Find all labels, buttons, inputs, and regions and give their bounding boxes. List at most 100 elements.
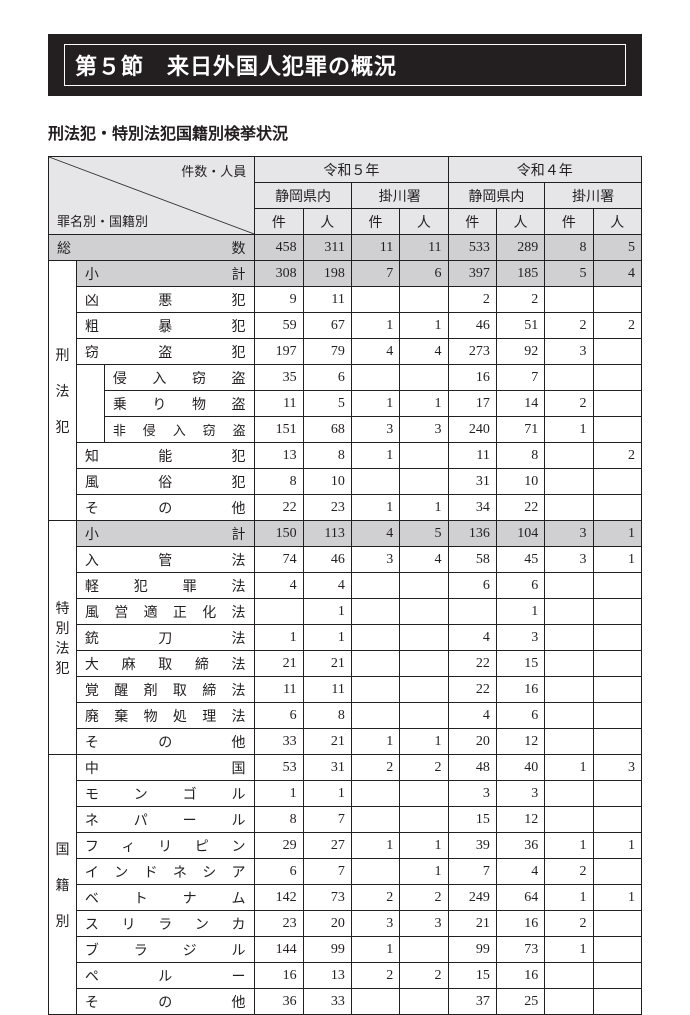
c (545, 495, 593, 521)
lbl: そ の 他 (76, 989, 254, 1015)
c (545, 781, 593, 807)
c: 4 (496, 859, 544, 885)
c (545, 469, 593, 495)
table-row: 軽 犯 罪 法4466 (49, 573, 642, 599)
c: 15 (496, 651, 544, 677)
c: 198 (303, 261, 351, 287)
c (400, 807, 448, 833)
header-kakegawa-1: 掛川署 (351, 183, 448, 209)
c: 2 (545, 313, 593, 339)
lbl: ネ パ ー ル (76, 807, 254, 833)
c: 22 (255, 495, 303, 521)
c: 15 (448, 807, 496, 833)
h-u4: 人 (400, 209, 448, 235)
c: 10 (303, 469, 351, 495)
c (400, 989, 448, 1015)
c: 2 (496, 287, 544, 313)
table-row: 風 俗 犯8103110 (49, 469, 642, 495)
c: 1 (351, 729, 399, 755)
c: 99 (448, 937, 496, 963)
c (400, 365, 448, 391)
c: 16 (448, 365, 496, 391)
c: 21 (303, 651, 351, 677)
c: 2 (400, 885, 448, 911)
c: 3 (496, 781, 544, 807)
c: 64 (496, 885, 544, 911)
c: 8 (303, 703, 351, 729)
c: 249 (448, 885, 496, 911)
c: 151 (255, 417, 303, 443)
c: 1 (593, 833, 641, 859)
c (593, 495, 641, 521)
c: 1 (255, 625, 303, 651)
lbl: 風営適正化法 (76, 599, 254, 625)
c: 2 (351, 963, 399, 989)
c (593, 989, 641, 1015)
c: 3 (496, 625, 544, 651)
c: 2 (545, 391, 593, 417)
c: 308 (255, 261, 303, 287)
header-shizuoka-1: 静岡県内 (255, 183, 352, 209)
c: 6 (496, 573, 544, 599)
c (545, 651, 593, 677)
c: 22 (448, 677, 496, 703)
c (400, 599, 448, 625)
c: 5 (303, 391, 351, 417)
c: 3 (545, 339, 593, 365)
c: 11 (400, 235, 448, 261)
c (593, 859, 641, 885)
c: 8 (303, 443, 351, 469)
c: 3 (400, 417, 448, 443)
c: 1 (351, 937, 399, 963)
table-row: 非 侵 入 窃 盗1516833240711 (49, 417, 642, 443)
c: 99 (303, 937, 351, 963)
c: 1 (303, 599, 351, 625)
c: 1 (351, 443, 399, 469)
c: 51 (496, 313, 544, 339)
c: 29 (255, 833, 303, 859)
c: 4 (255, 573, 303, 599)
table-row: 窃 盗 犯1977944273923 (49, 339, 642, 365)
c: 13 (303, 963, 351, 989)
c: 5 (545, 261, 593, 287)
c (545, 625, 593, 651)
c (593, 573, 641, 599)
header-year-r4: 令和４年 (448, 157, 641, 183)
c: 21 (448, 911, 496, 937)
lbl: フィリピン (76, 833, 254, 859)
c (593, 625, 641, 651)
c: 150 (255, 521, 303, 547)
c: 8 (255, 469, 303, 495)
c (400, 573, 448, 599)
c (545, 287, 593, 313)
c (351, 573, 399, 599)
c: 13 (255, 443, 303, 469)
c: 1 (496, 599, 544, 625)
table-row: 銃 刀 法1143 (49, 625, 642, 651)
h-u6: 人 (496, 209, 544, 235)
c (400, 651, 448, 677)
c: 71 (496, 417, 544, 443)
c: 9 (255, 287, 303, 313)
c: 533 (448, 235, 496, 261)
lbl: 廃棄物処理法 (76, 703, 254, 729)
table-row: 国籍別中 国533122484013 (49, 755, 642, 781)
h-u3: 件 (351, 209, 399, 235)
c: 289 (496, 235, 544, 261)
c: 16 (496, 963, 544, 989)
c: 2 (593, 313, 641, 339)
c: 1 (545, 885, 593, 911)
cat-keihou: 刑法犯 (49, 261, 77, 521)
lbl: インドネシア (76, 859, 254, 885)
h-u8: 人 (593, 209, 641, 235)
c: 185 (496, 261, 544, 287)
corner-bottom-left: 罪名別・国籍別 (57, 211, 148, 230)
header-year-r5: 令和５年 (255, 157, 448, 183)
c: 3 (351, 417, 399, 443)
c (593, 391, 641, 417)
c: 10 (496, 469, 544, 495)
c: 1 (255, 781, 303, 807)
c (593, 937, 641, 963)
lbl: 中 国 (76, 755, 254, 781)
c (400, 703, 448, 729)
